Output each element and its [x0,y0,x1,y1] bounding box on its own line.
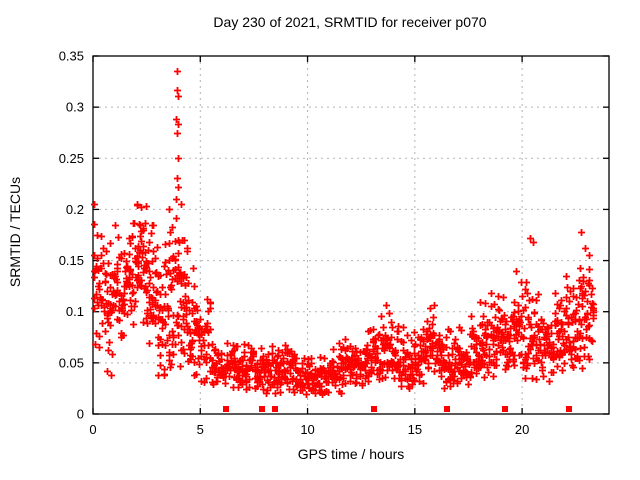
y-axis-title: SRMTID / TECUs [7,176,23,288]
zero-markers [223,406,572,412]
y-tick-label: 0.15 [59,253,84,268]
y-tick-label: 0.05 [59,355,84,370]
y-tick-label: 0.2 [66,202,84,217]
x-axis-title: GPS time / hours [297,446,405,462]
y-tick-label: 0.3 [66,100,84,115]
x-tick-label: 10 [300,422,314,437]
x-tick-label: 5 [197,422,204,437]
x-tick-label: 15 [408,422,422,437]
axis-ticks [92,55,609,415]
chart-title: Day 230 of 2021, SRMTID for receiver p07… [213,14,487,30]
tick-labels: 0 0.05 0.1 0.15 0.2 0.25 0.3 0.35 0 5 10 15 20 [59,49,530,438]
y-tick-label: 0.1 [66,304,84,319]
y-tick-label: 0 [77,407,84,422]
scatter-points [91,68,597,398]
y-tick-label: 0.35 [59,49,84,64]
x-tick-label: 20 [515,422,529,437]
plot-border [92,55,610,415]
y-tick-label: 0.25 [59,151,84,166]
x-tick-label: 0 [89,422,96,437]
